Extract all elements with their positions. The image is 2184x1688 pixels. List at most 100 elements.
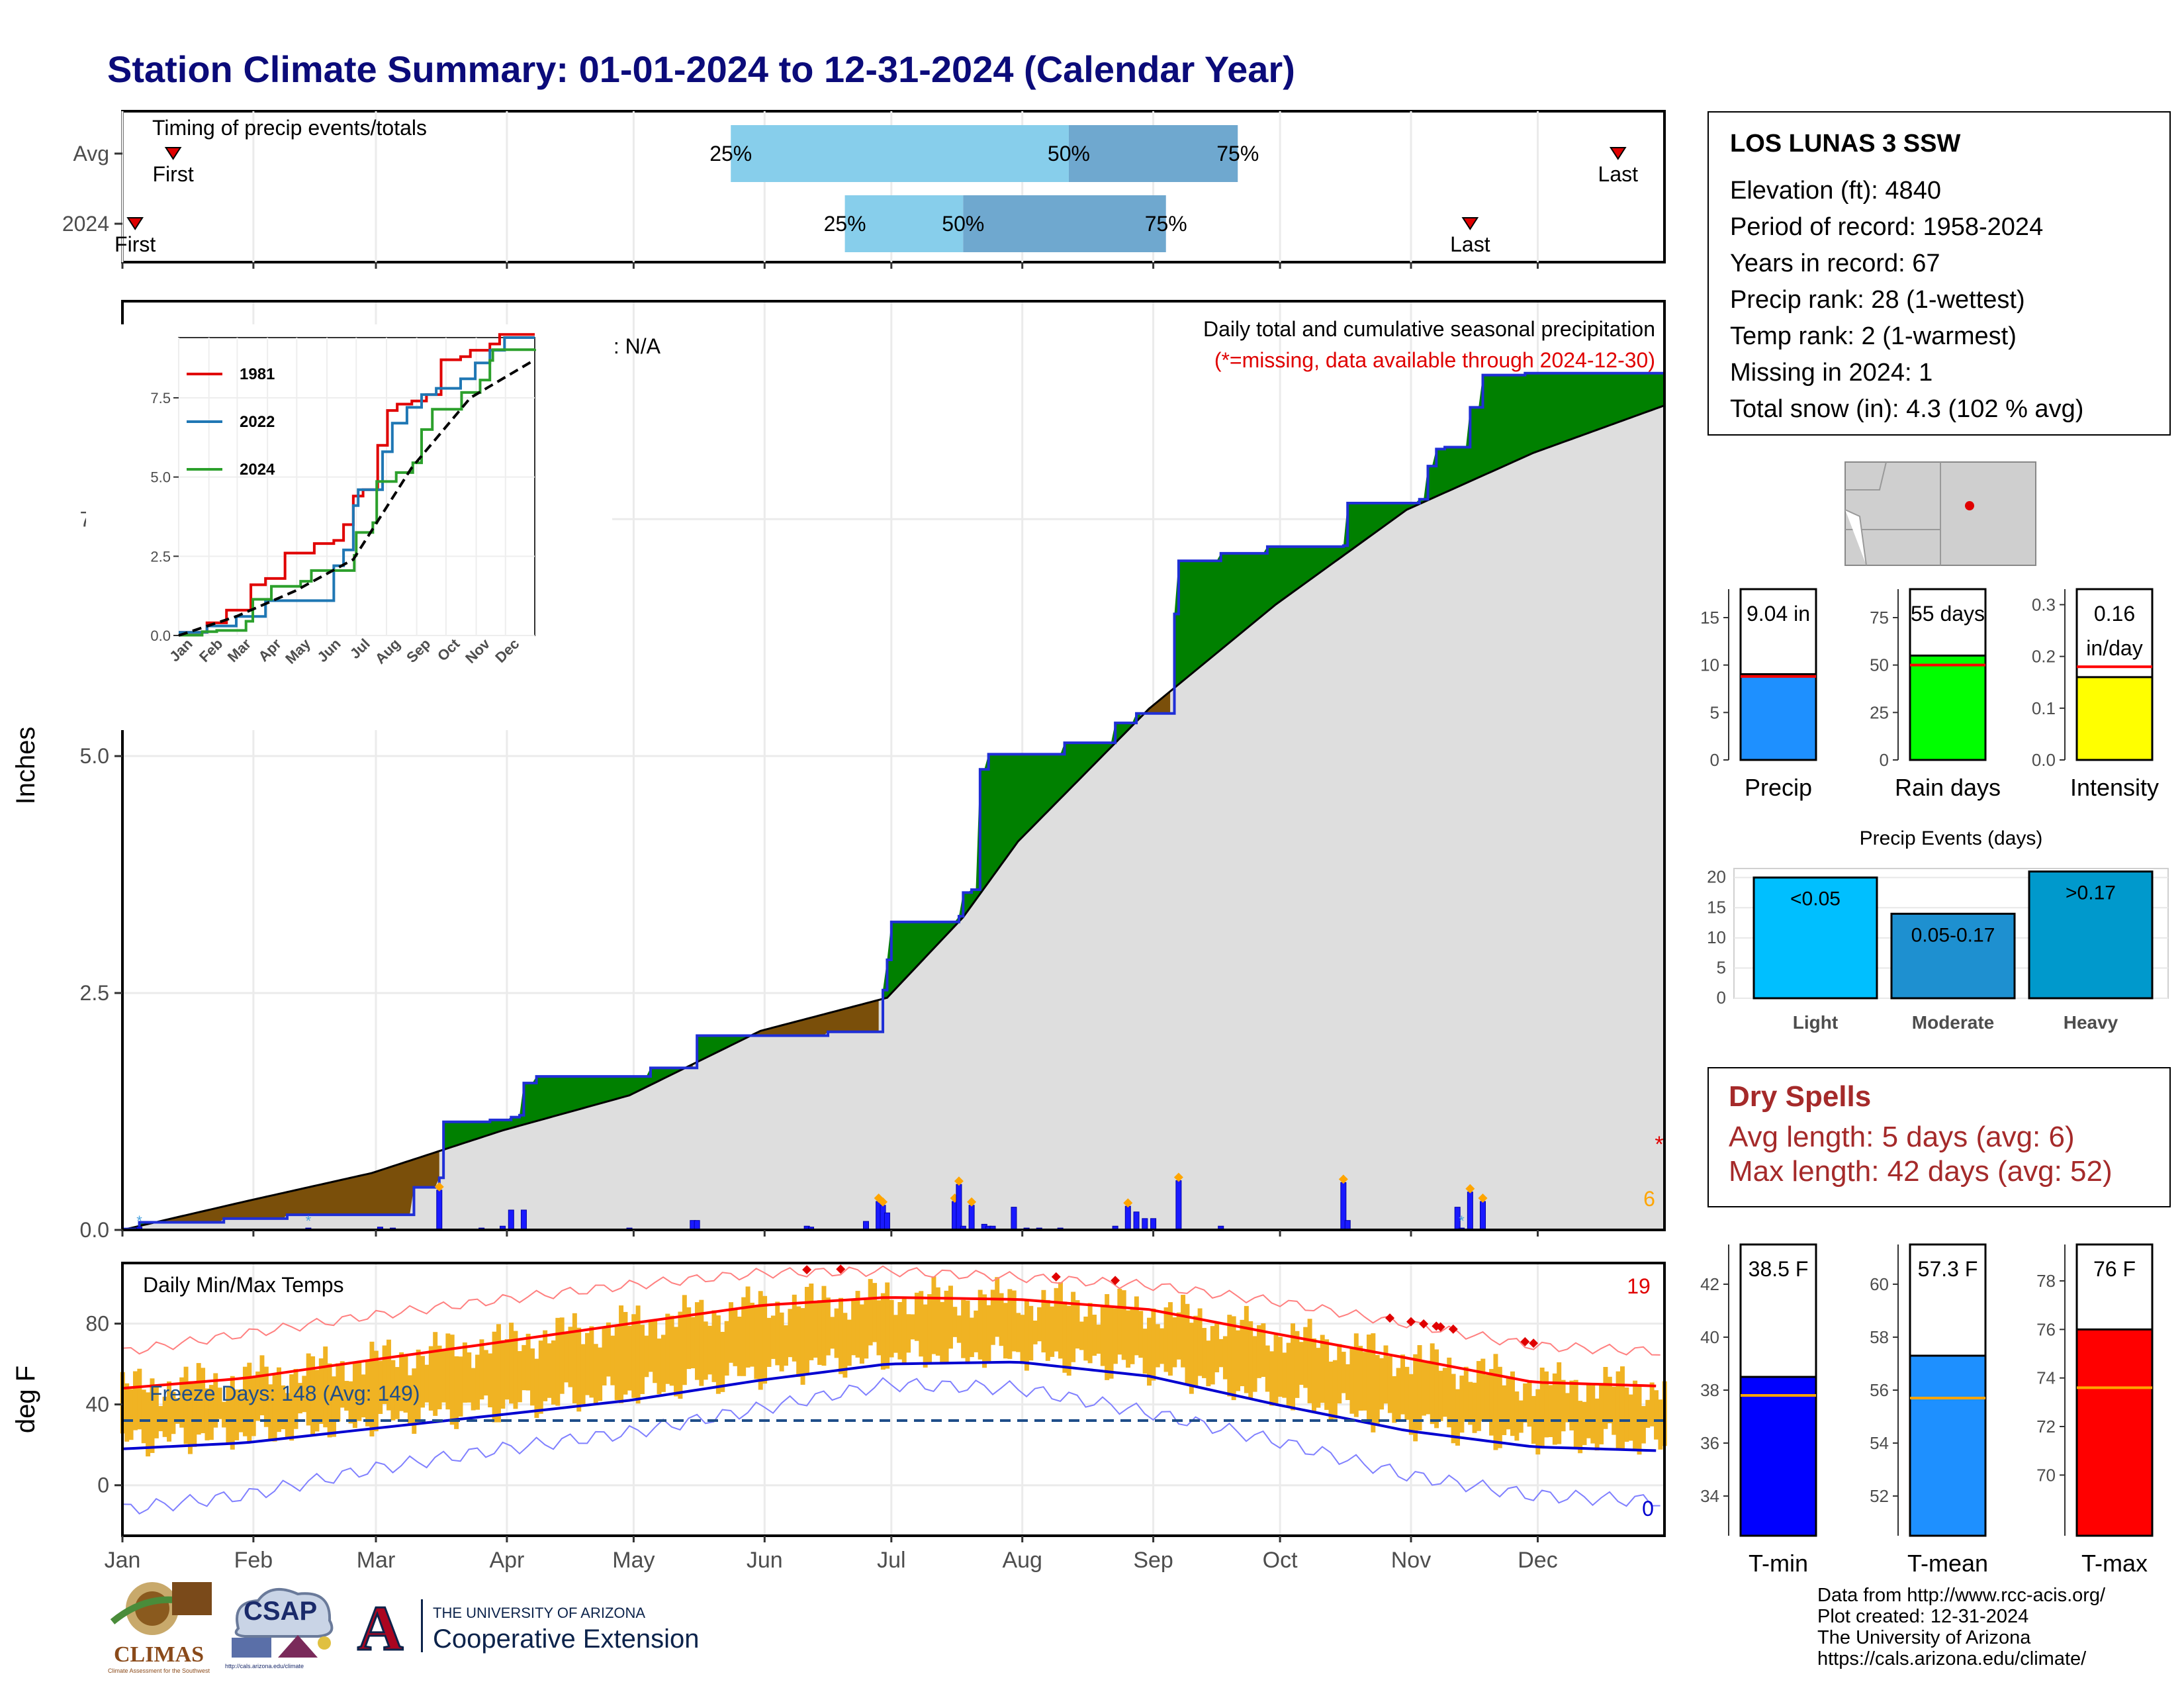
daily-temp-bar [657,1338,662,1395]
daily-temp-bar [593,1344,598,1405]
daily-temp-bar [1155,1324,1160,1368]
daily-temp-bar [699,1299,704,1386]
timing-first-marker [164,147,182,160]
daily-temp-bar [1016,1313,1021,1352]
daily-temp-bar [580,1344,586,1405]
month-tick-label: Feb [234,1548,273,1573]
daily-temp-bar [187,1381,193,1454]
daily-temp-bar [830,1317,835,1349]
events-y-tick-label: 0 [1717,988,1726,1008]
daily-temp-bar [412,1368,417,1434]
page-title: Station Climate Summary: 01-01-2024 to 1… [107,48,1295,90]
daily-temp-bar [1459,1376,1465,1433]
snow-marker: * [136,1213,142,1229]
events-category-label: Moderate [1912,1012,1994,1033]
daily-temp-bar [559,1317,565,1394]
daily-temp-bar [1054,1288,1059,1352]
daily-temp-bar [1353,1333,1359,1417]
precip-y-tick-label: 2.5 [80,981,109,1005]
daily-temp-bar [741,1297,747,1376]
hot-days-count: 19 [1627,1274,1651,1298]
inset-y-tick-label: 2.5 [150,548,171,565]
daily-temp-bar [1502,1385,1507,1435]
daily-temp-bar [686,1307,692,1370]
daily-temp-bar [1071,1291,1076,1362]
summary-rain-days-y-tick-label: 75 [1870,608,1889,628]
daily-temp-bar [488,1353,493,1407]
daily-temp-bar [1383,1345,1388,1404]
precip-y-tick-label: 5.0 [80,744,109,768]
month-tick-label: Mar [357,1548,396,1573]
daily-temp-bar [1408,1374,1414,1435]
daily-temp-bar [1151,1308,1156,1381]
precip-normal-area [122,405,1664,1230]
daily-precip-bar [1150,1218,1157,1231]
daily-temp-bar [1328,1361,1334,1421]
daily-temp-bar [361,1374,366,1418]
daily-temp-bar [758,1291,763,1390]
daily-temp-bar [1548,1385,1553,1437]
daily-temp-bar [1484,1374,1490,1421]
daily-temp-bar [154,1387,159,1438]
daily-temp-bar [825,1297,831,1356]
timing-p50-label: 50% [1048,142,1090,165]
temp-frame [121,1262,1666,1537]
daily-temp-bar [1138,1311,1144,1358]
daily-precip-bar [1480,1201,1486,1231]
daily-temp-bar [842,1313,848,1378]
daily-temp-bar [919,1291,924,1357]
daily-temp-bar [1062,1301,1068,1373]
daily-precip-bar [1124,1205,1131,1231]
timing-q1-bar [844,195,964,252]
timing-last-marker [1461,217,1479,230]
daily-temp-bar [179,1377,185,1428]
daily-temp-bar [927,1293,933,1364]
daily-temp-bar [314,1370,320,1432]
precip-frame [121,300,1666,1231]
daily-temp-bar [1472,1382,1477,1433]
daily-temp-bar [1451,1374,1456,1444]
extreme-precip-marker [1338,1174,1348,1184]
climas-logo-text: CLIMAS [113,1642,205,1667]
daily-temp-bar [1316,1348,1321,1408]
timing-first-marker [126,217,144,230]
record-high-marker [1520,1336,1530,1346]
daily-temp-bar [1578,1401,1583,1454]
temp-summary-t-max-bar [2075,1328,2154,1537]
daily-temp-bar [222,1401,226,1428]
daily-temp-bar [754,1307,759,1380]
daily-temp-bar [1130,1308,1135,1364]
daily-temp-bar [729,1302,734,1363]
daily-temp-bar [263,1366,269,1427]
temp-y-tick-label: 0 [97,1474,109,1497]
summary-rain-days-y-tick-label: 0 [1880,750,1889,770]
daily-temp-bar [1087,1303,1093,1364]
precip-cumulative-2024-line [122,371,1664,1231]
month-tick-label: Jan [105,1548,141,1573]
daily-temp-bar [648,1321,653,1372]
inset-y-tick-label: 5.0 [150,469,171,486]
month-tick-label: Jul [877,1548,905,1573]
daily-precip-bar [520,1209,527,1231]
daily-temp-bar [1311,1338,1316,1413]
daily-temp-bar [208,1385,214,1440]
daily-temp-bar [509,1323,514,1404]
daily-temp-bar [986,1305,991,1362]
daily-temp-bar [340,1361,345,1408]
extreme-precip-marker [1173,1172,1183,1182]
daily-temp-bar [707,1325,713,1375]
daily-temp-bar [1561,1380,1566,1432]
summary-intensity-y-tick-label: 0.1 [2032,698,2056,718]
daily-temp-bar [745,1286,751,1368]
timing-last-marker [1609,147,1627,160]
daily-temp-bar [1476,1361,1481,1431]
daily-temp-bar [859,1304,864,1364]
daily-precip-bar [436,1190,443,1231]
daily-temp-bar [1413,1354,1418,1442]
daily-temp-bar [1273,1335,1279,1405]
daily-temp-bar [839,1297,843,1374]
daily-temp-bar [1468,1382,1473,1425]
events-category-label: Light [1793,1012,1838,1033]
